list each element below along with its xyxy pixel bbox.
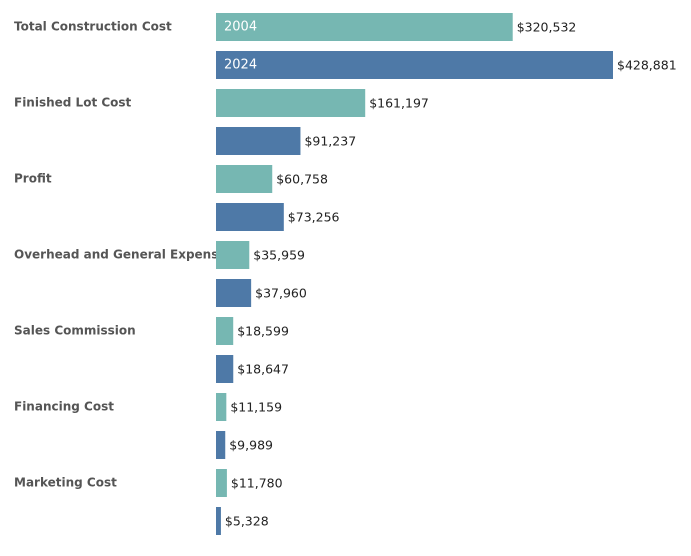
value-label: $11,159	[230, 400, 282, 415]
bar	[216, 203, 284, 231]
value-label: $5,328	[225, 514, 269, 529]
value-label: $320,532	[517, 20, 577, 35]
category-label: Profit	[14, 172, 52, 186]
value-label: $18,599	[237, 324, 289, 339]
bar	[216, 393, 227, 421]
bar	[216, 317, 234, 345]
value-label: $73,256	[288, 210, 340, 225]
value-label: $9,989	[229, 438, 273, 453]
category-label: Marketing Cost	[14, 476, 117, 490]
value-label: $428,881	[617, 58, 677, 73]
bar	[216, 165, 273, 193]
bar	[216, 279, 252, 307]
legend-label: 2004	[224, 20, 257, 35]
bar	[216, 507, 221, 535]
value-label: $91,237	[304, 134, 356, 149]
bar	[216, 51, 613, 79]
bar	[216, 431, 226, 459]
bar	[216, 469, 227, 497]
value-label: $37,960	[255, 286, 307, 301]
category-label: Sales Commission	[14, 324, 136, 338]
category-label: Finished Lot Cost	[14, 96, 132, 110]
value-label: $60,758	[276, 172, 328, 187]
value-label: $35,959	[253, 248, 305, 263]
category-label: Financing Cost	[14, 400, 114, 414]
legend-label: 2024	[224, 58, 257, 73]
category-label: Overhead and General Expenses	[14, 248, 234, 262]
bar	[216, 127, 301, 155]
bar	[216, 13, 513, 41]
bar	[216, 89, 366, 117]
value-label: $161,197	[369, 96, 429, 111]
bar	[216, 355, 234, 383]
bar	[216, 241, 250, 269]
value-label: $18,647	[237, 362, 289, 377]
value-label: $11,780	[231, 476, 283, 491]
category-label: Total Construction Cost	[14, 20, 172, 34]
